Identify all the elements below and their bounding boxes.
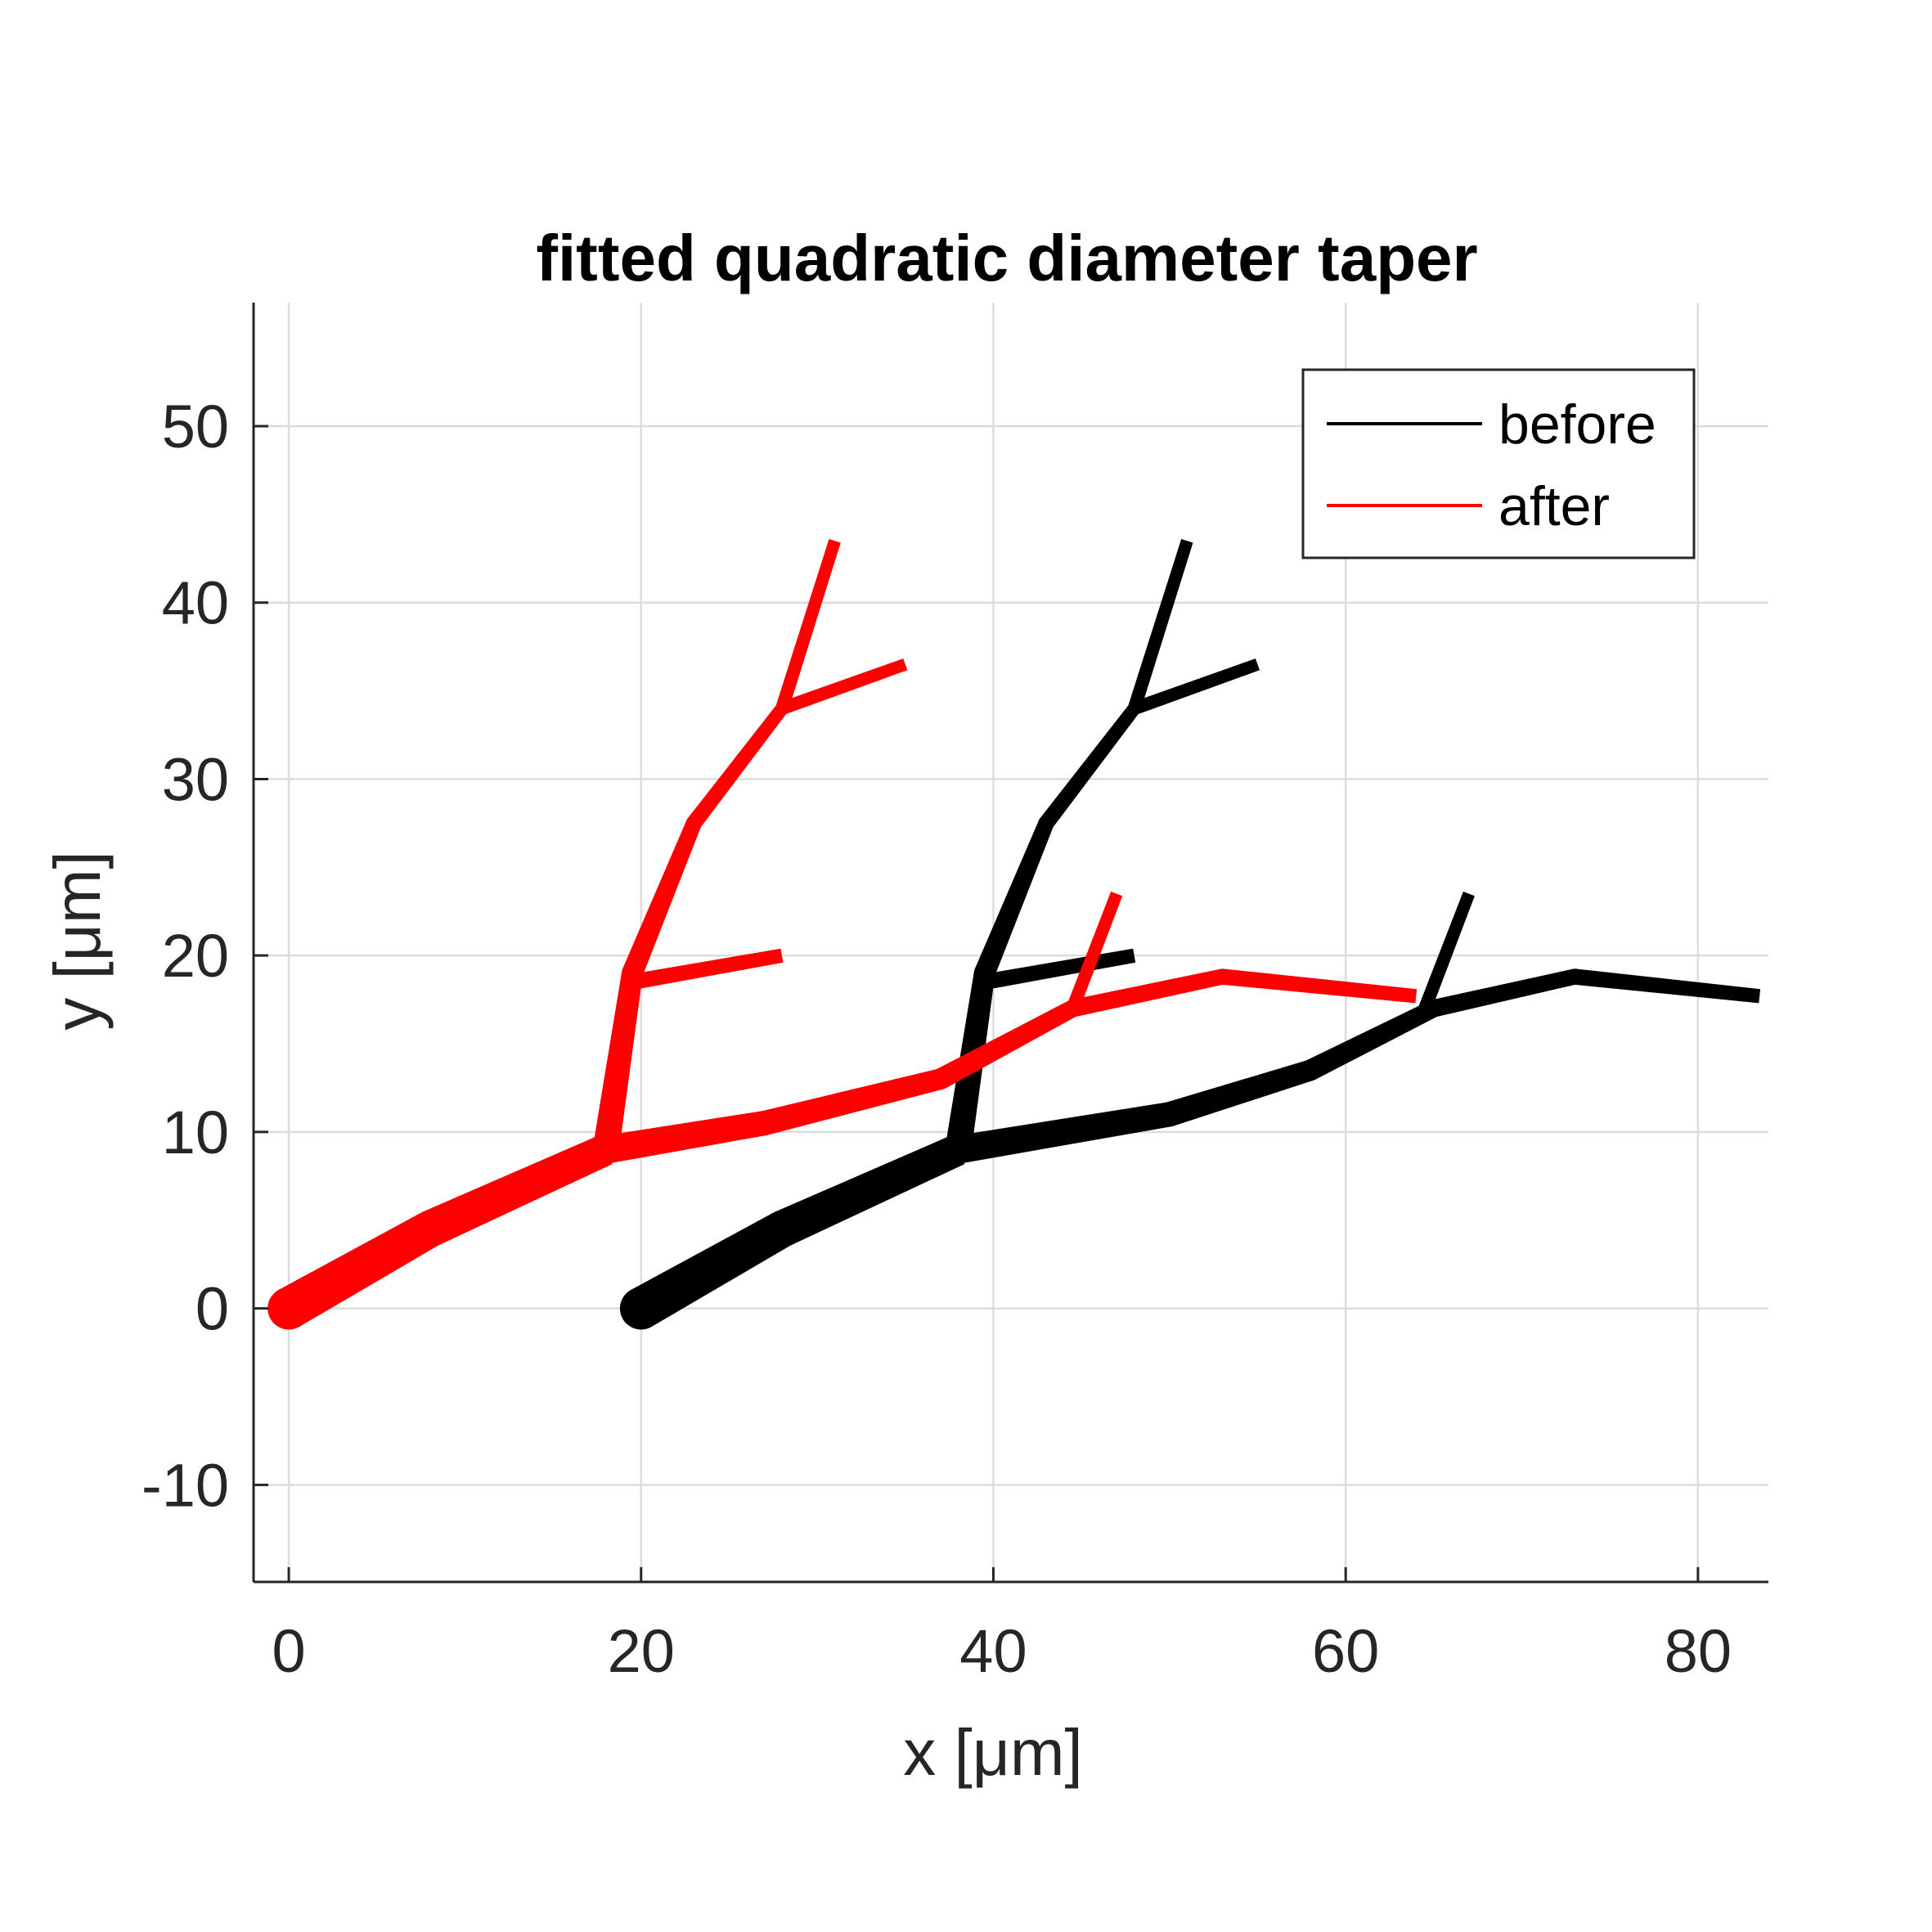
segment-after-2-0 (592, 971, 643, 1152)
segment-after-0-1 (422, 1134, 613, 1247)
segment-after-1-4 (1221, 968, 1418, 1004)
segment-after-3-0 (631, 948, 784, 991)
segment-before-1-1 (1166, 1060, 1314, 1126)
joint-after-1-2 (929, 1068, 951, 1090)
x-tick-label-2: 40 (959, 1617, 1027, 1685)
segment-after-1-0 (603, 1111, 766, 1164)
plot-area (267, 539, 1761, 1330)
y-tick-label-2: 10 (162, 1099, 229, 1166)
segment-before-4-0 (1132, 658, 1260, 715)
x-tick-label-1: 20 (608, 1617, 675, 1685)
x-tick-label-3: 60 (1312, 1617, 1379, 1685)
segment-after-1-3 (1071, 968, 1224, 1018)
joint-before-1-2 (1300, 1059, 1322, 1081)
segment-before-1-2 (1305, 1000, 1438, 1080)
segment-before-0-1 (774, 1134, 965, 1247)
y-axis-label: y [μm] (41, 851, 114, 1030)
y-tick-label-3: 20 (162, 922, 229, 990)
y-tick-label-4: 30 (162, 745, 229, 813)
segment-after-1-1 (761, 1068, 943, 1135)
joint-before-1-4 (1566, 968, 1583, 985)
segment-after-0-0 (278, 1212, 439, 1328)
series-after (267, 539, 1418, 1330)
segment-before-1-4 (1574, 968, 1761, 1004)
joint-after-0-1 (411, 1210, 448, 1248)
segment-before-2-2 (1040, 704, 1140, 829)
segment-after-2-2 (687, 704, 788, 829)
y-tick-label-1: 0 (195, 1275, 229, 1343)
segment-before-1-3 (1431, 968, 1577, 1018)
segment-after-2-3 (775, 539, 841, 711)
segment-after-1-2 (935, 1000, 1077, 1089)
legend-label-before: before (1498, 393, 1656, 456)
x-axis-label: x [μm] (903, 1716, 1082, 1789)
y-tick-label-0: -10 (142, 1451, 229, 1519)
joint-before-0-1 (763, 1210, 801, 1248)
segment-before-1-0 (955, 1102, 1172, 1164)
chart-title: fitted quadratic diameter taper (536, 222, 1477, 294)
segment-before-5-0 (1418, 892, 1475, 1011)
segment-before-2-3 (1128, 539, 1193, 711)
axes: 0 20 40 60 80 -10 0 10 20 30 40 50 (142, 303, 1768, 1685)
legend-label-after: after (1498, 475, 1610, 537)
x-tick-label-0: 0 (272, 1617, 305, 1685)
segment-before-2-1 (974, 820, 1054, 977)
segment-after-4-0 (780, 658, 908, 715)
joint-after-2-2 (685, 815, 703, 832)
legend: before after (1301, 368, 1696, 559)
segment-before-0-0 (631, 1212, 792, 1328)
y-tick-label-5: 40 (162, 569, 229, 637)
joint-after-1-4 (1214, 968, 1231, 985)
joint-before-1-1 (1157, 1102, 1182, 1127)
root-cap-before (619, 1287, 663, 1330)
segment-after-2-1 (622, 820, 702, 977)
legend-box (1301, 368, 1696, 559)
y-tick-label-6: 50 (162, 393, 229, 461)
joint-before-2-2 (1038, 815, 1054, 832)
x-tick-label-4: 80 (1665, 1617, 1732, 1685)
root-cap-after (267, 1287, 310, 1330)
series-before (619, 539, 1761, 1330)
joint-after-1-1 (752, 1111, 777, 1136)
segment-after-5-0 (1066, 892, 1123, 1011)
